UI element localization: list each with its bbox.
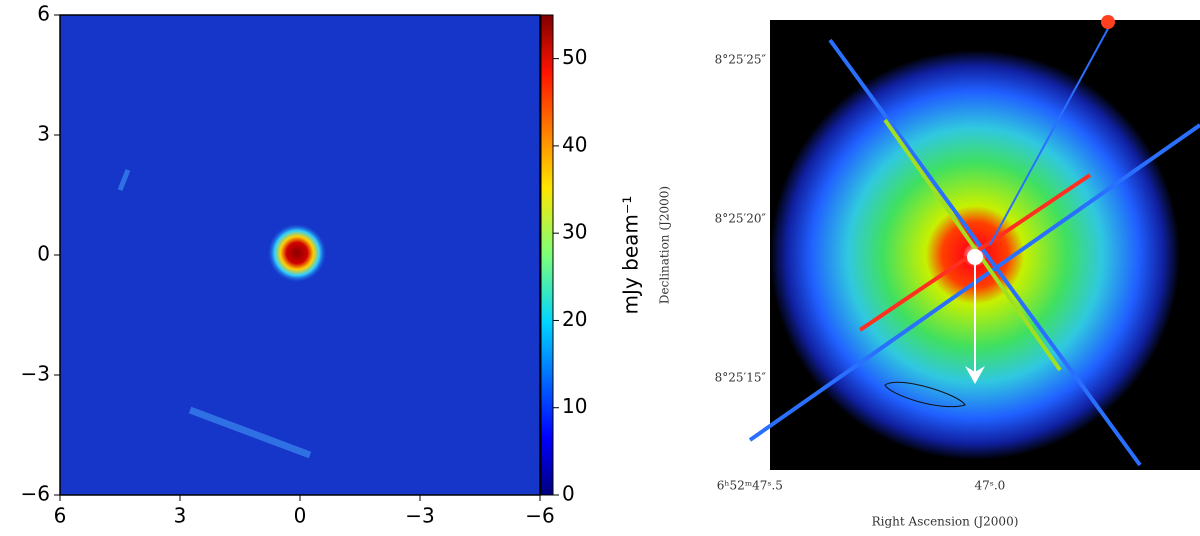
colorbar-tick-label: 20 [562,307,587,331]
arrow-head [965,366,985,384]
x-tick-label: 47ˢ.0 [975,479,1006,493]
x-axis-label: Right Ascension (J2000) [872,515,1019,529]
diffraction-spike [883,118,1062,372]
colorbar-tick-label: 10 [562,394,587,418]
field-star [1101,15,1115,29]
colorbar [540,14,554,496]
y-tick-label: −3 [21,362,50,386]
y-tick-label: 0 [37,242,50,266]
colorbar-label: mJy beam⁻¹ [619,196,643,315]
y-tick-label: 6 [37,2,50,26]
y-tick-label: 8°25′15″ [715,370,767,384]
central-star [967,249,983,265]
x-tick-label: 3 [174,504,187,528]
x-tick-label: 6ʰ52ᵐ47ˢ.5 [717,479,783,493]
colorbar-tick-label: 30 [562,220,587,244]
source [267,223,327,283]
y-tick-label: 8°25′20″ [715,211,767,225]
emission-streak [117,169,131,191]
y-tick-label: 3 [37,122,50,146]
y-axis-label: Declination (J2000) [658,186,672,304]
colorbar-tick-label: 0 [562,482,575,506]
y-tick-label: 8°25′25″ [715,53,767,67]
contour [884,381,966,408]
y-tick-label: −6 [21,482,50,506]
x-tick-label: −3 [405,504,434,528]
x-tick-label: 0 [294,504,307,528]
x-tick-label: 6 [54,504,67,528]
diffraction-spike [828,38,1142,467]
diffraction-spike [989,24,1111,246]
x-tick-label: −6 [525,504,554,528]
colorbar-tick-label: 50 [562,45,587,69]
colorbar-tick-label: 40 [562,132,587,156]
emission-streak [188,406,312,459]
